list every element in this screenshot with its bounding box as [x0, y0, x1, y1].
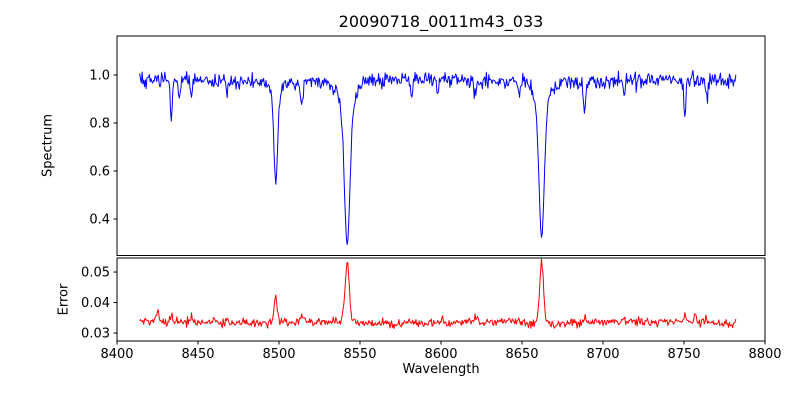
error-ytick-label: 0.05: [81, 266, 110, 281]
x-axis-tick-label: 8750: [667, 347, 700, 362]
x-axis-tick-label: 8800: [748, 347, 781, 362]
spectrum-ytick-label: 0.4: [89, 213, 110, 228]
spectrum-ytick-label: 0.8: [89, 117, 110, 132]
spectrum-ytick-label: 0.6: [89, 165, 110, 180]
x-axis-tick-label: 8700: [586, 347, 619, 362]
spectrum-panel: [116, 35, 766, 256]
error-ytick-label: 0.04: [81, 296, 110, 311]
error-ytick-label: 0.03: [81, 327, 110, 342]
x-axis-tick-label: 8400: [100, 347, 133, 362]
x-axis-tick-label: 8550: [343, 347, 376, 362]
chart-title: 20090718_0011m43_033: [338, 12, 544, 31]
error-panel: [116, 257, 766, 342]
spectrum-line: [139, 69, 737, 246]
spectrum-ytick-label: 1.0: [89, 69, 110, 84]
error-line: [139, 258, 737, 330]
x-axis-tick-label: 8450: [181, 347, 214, 362]
x-axis-tick-label: 8650: [505, 347, 538, 362]
x-axis-label: Wavelength: [402, 362, 480, 377]
x-axis-tick-label: 8600: [424, 347, 457, 362]
x-axis-tick-label: 8500: [262, 347, 295, 362]
